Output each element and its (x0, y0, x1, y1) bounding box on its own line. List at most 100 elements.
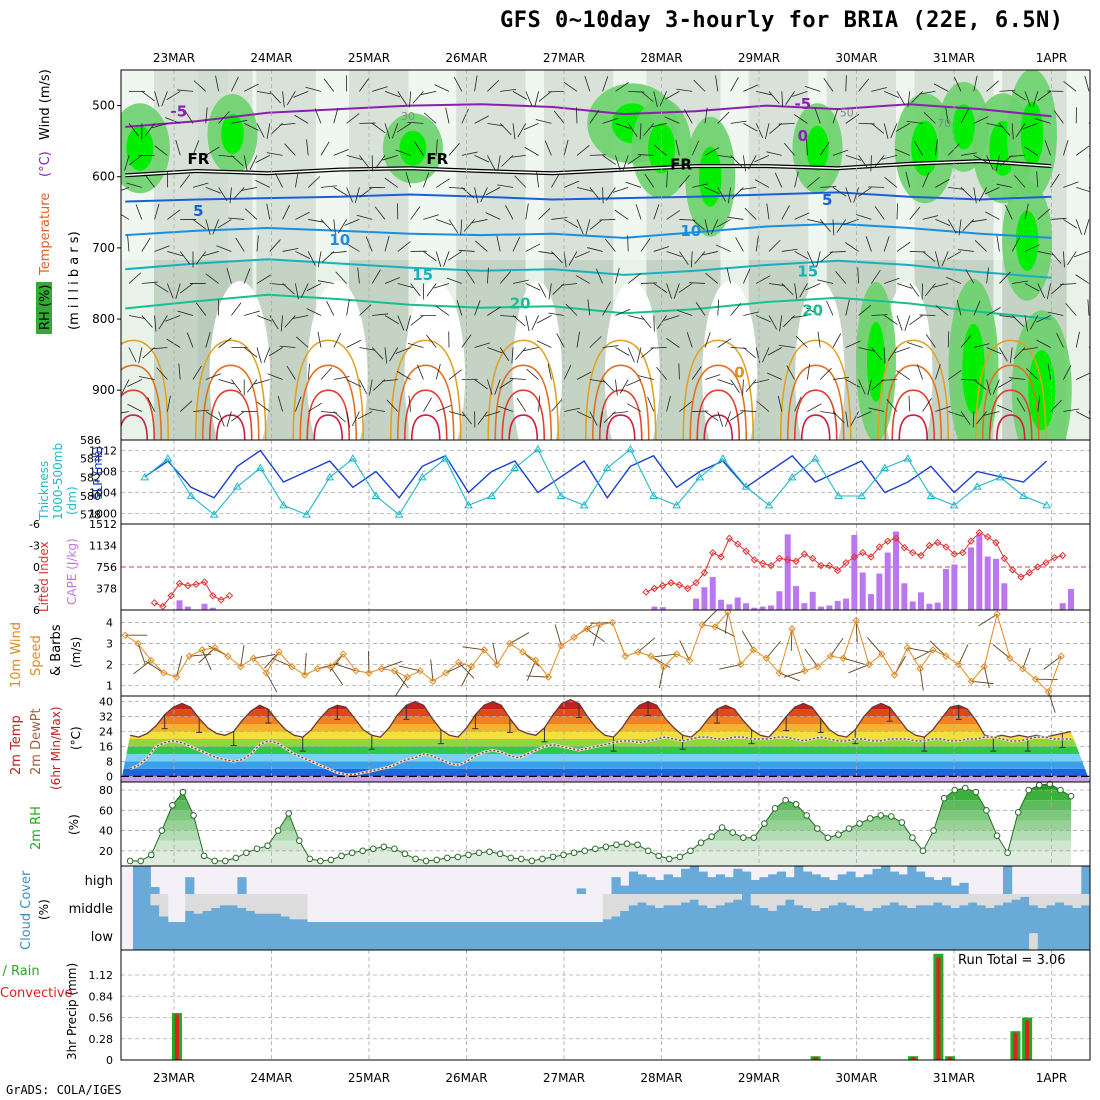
wind-barb (553, 110, 565, 124)
wind-barb (544, 140, 552, 156)
cape-bar (951, 564, 958, 610)
wind-barb (359, 304, 372, 316)
wind-barb (947, 331, 950, 348)
cape-bar (784, 534, 791, 610)
lifted-index-marker (834, 566, 842, 575)
rh-marker (687, 847, 694, 855)
isotherm-warm (877, 339, 950, 440)
wind-barb (484, 411, 501, 417)
wind-barb (359, 347, 376, 351)
wind-barb (1011, 123, 1014, 140)
wind-barb (1037, 251, 1054, 256)
wind-barb (352, 411, 360, 427)
wind-barb (996, 183, 1013, 188)
cloud-cell-low (376, 922, 386, 950)
thickness-marker (279, 500, 288, 509)
cloud-cell-middle (698, 905, 708, 922)
wind-barb (537, 315, 552, 324)
lifted-index-marker (958, 548, 967, 557)
cloud-cell-low (289, 922, 299, 950)
wind-barb (563, 139, 569, 156)
wind-barb (1083, 219, 1090, 235)
wind-barb (999, 155, 1013, 167)
wind-barb (755, 235, 759, 252)
cloud-cell-middle-gap (646, 894, 656, 906)
lifted-index-marker (225, 591, 234, 600)
wind-barb (807, 219, 824, 224)
cloud-cell-middle (742, 894, 752, 922)
lifted-index-line (154, 581, 230, 608)
wind-barb (740, 410, 757, 412)
cloud-cell-middle (628, 905, 639, 922)
cloud-cell-low (594, 922, 604, 950)
lifted-index-marker (975, 528, 984, 537)
ylabel-slp: SLP (mb) (91, 446, 105, 500)
wind-barb (948, 411, 964, 417)
wind-barb (768, 283, 785, 287)
wind-barb (295, 283, 299, 300)
wind-barb (777, 395, 783, 412)
contour-label: 15 (797, 262, 818, 280)
cloud-cell-middle (916, 905, 926, 922)
rh-saturated-patch (867, 321, 885, 402)
wind10m-barb (714, 626, 736, 637)
wind-barb (793, 114, 808, 124)
wind-barb (650, 347, 667, 349)
thickness-marker (811, 454, 820, 462)
wind-speed-marker (403, 673, 412, 681)
cloud-cell-high (898, 874, 908, 894)
wind-barb (589, 336, 602, 348)
wind-barb (474, 300, 481, 316)
wind-barb (1037, 91, 1051, 102)
wind-barb (307, 251, 316, 266)
rh-tick-label: 60 (99, 804, 113, 817)
thickness-marker (209, 510, 219, 518)
wind-barb (548, 312, 565, 316)
wind-barb (391, 123, 399, 139)
wind-barb (435, 305, 450, 316)
wind-barb (167, 209, 181, 220)
cloud-cell-middle-gap (1003, 894, 1013, 903)
wind-barb (128, 272, 142, 284)
wind-barb (779, 315, 783, 332)
wind10m-barb (304, 653, 307, 676)
wind-barb (679, 251, 689, 265)
wind-barb (308, 219, 325, 223)
wind-barb (356, 214, 373, 220)
temp-tick-label: 32 (99, 711, 113, 724)
wind-barb (127, 403, 142, 412)
wind-barb (958, 219, 962, 236)
thickness-marker (1042, 500, 1051, 509)
wind-barb (599, 219, 616, 221)
cloud-cell-low (976, 922, 987, 950)
cloud-cell-middle (289, 919, 299, 922)
date-label-top: 31MAR (933, 51, 975, 65)
wind-speed-marker (698, 620, 706, 629)
wind-barb (522, 347, 539, 352)
cloud-cell-middle (1055, 902, 1065, 922)
pressure-tick-label: 500 (92, 99, 115, 113)
cloud-cell-middle-gap (907, 894, 917, 908)
cape-bar (826, 605, 833, 610)
wind-barb (919, 314, 936, 316)
wind-barb (1073, 251, 1090, 258)
cloud-cell-high (750, 880, 760, 894)
wind-barb (568, 251, 578, 266)
cape-bar (701, 587, 708, 610)
wind-barb (858, 155, 869, 169)
wind-barb (412, 91, 424, 104)
rh-marker (200, 852, 208, 860)
rh-color-band (130, 830, 1072, 841)
dewpoint-line (129, 736, 1071, 776)
wind-barb (1063, 81, 1077, 92)
cloud-cell-low (333, 922, 343, 950)
wind-barb (564, 180, 580, 188)
wind-barb (935, 305, 949, 316)
contour-label: 10 (329, 231, 350, 249)
cloud-cell-middle-gap (628, 894, 639, 906)
wind-barb (925, 283, 936, 297)
cloud-cell-middle-gap (272, 894, 282, 914)
cloud-cell-middle (1063, 905, 1074, 922)
wind-speed-marker (301, 671, 309, 679)
wind-barb (144, 174, 155, 188)
